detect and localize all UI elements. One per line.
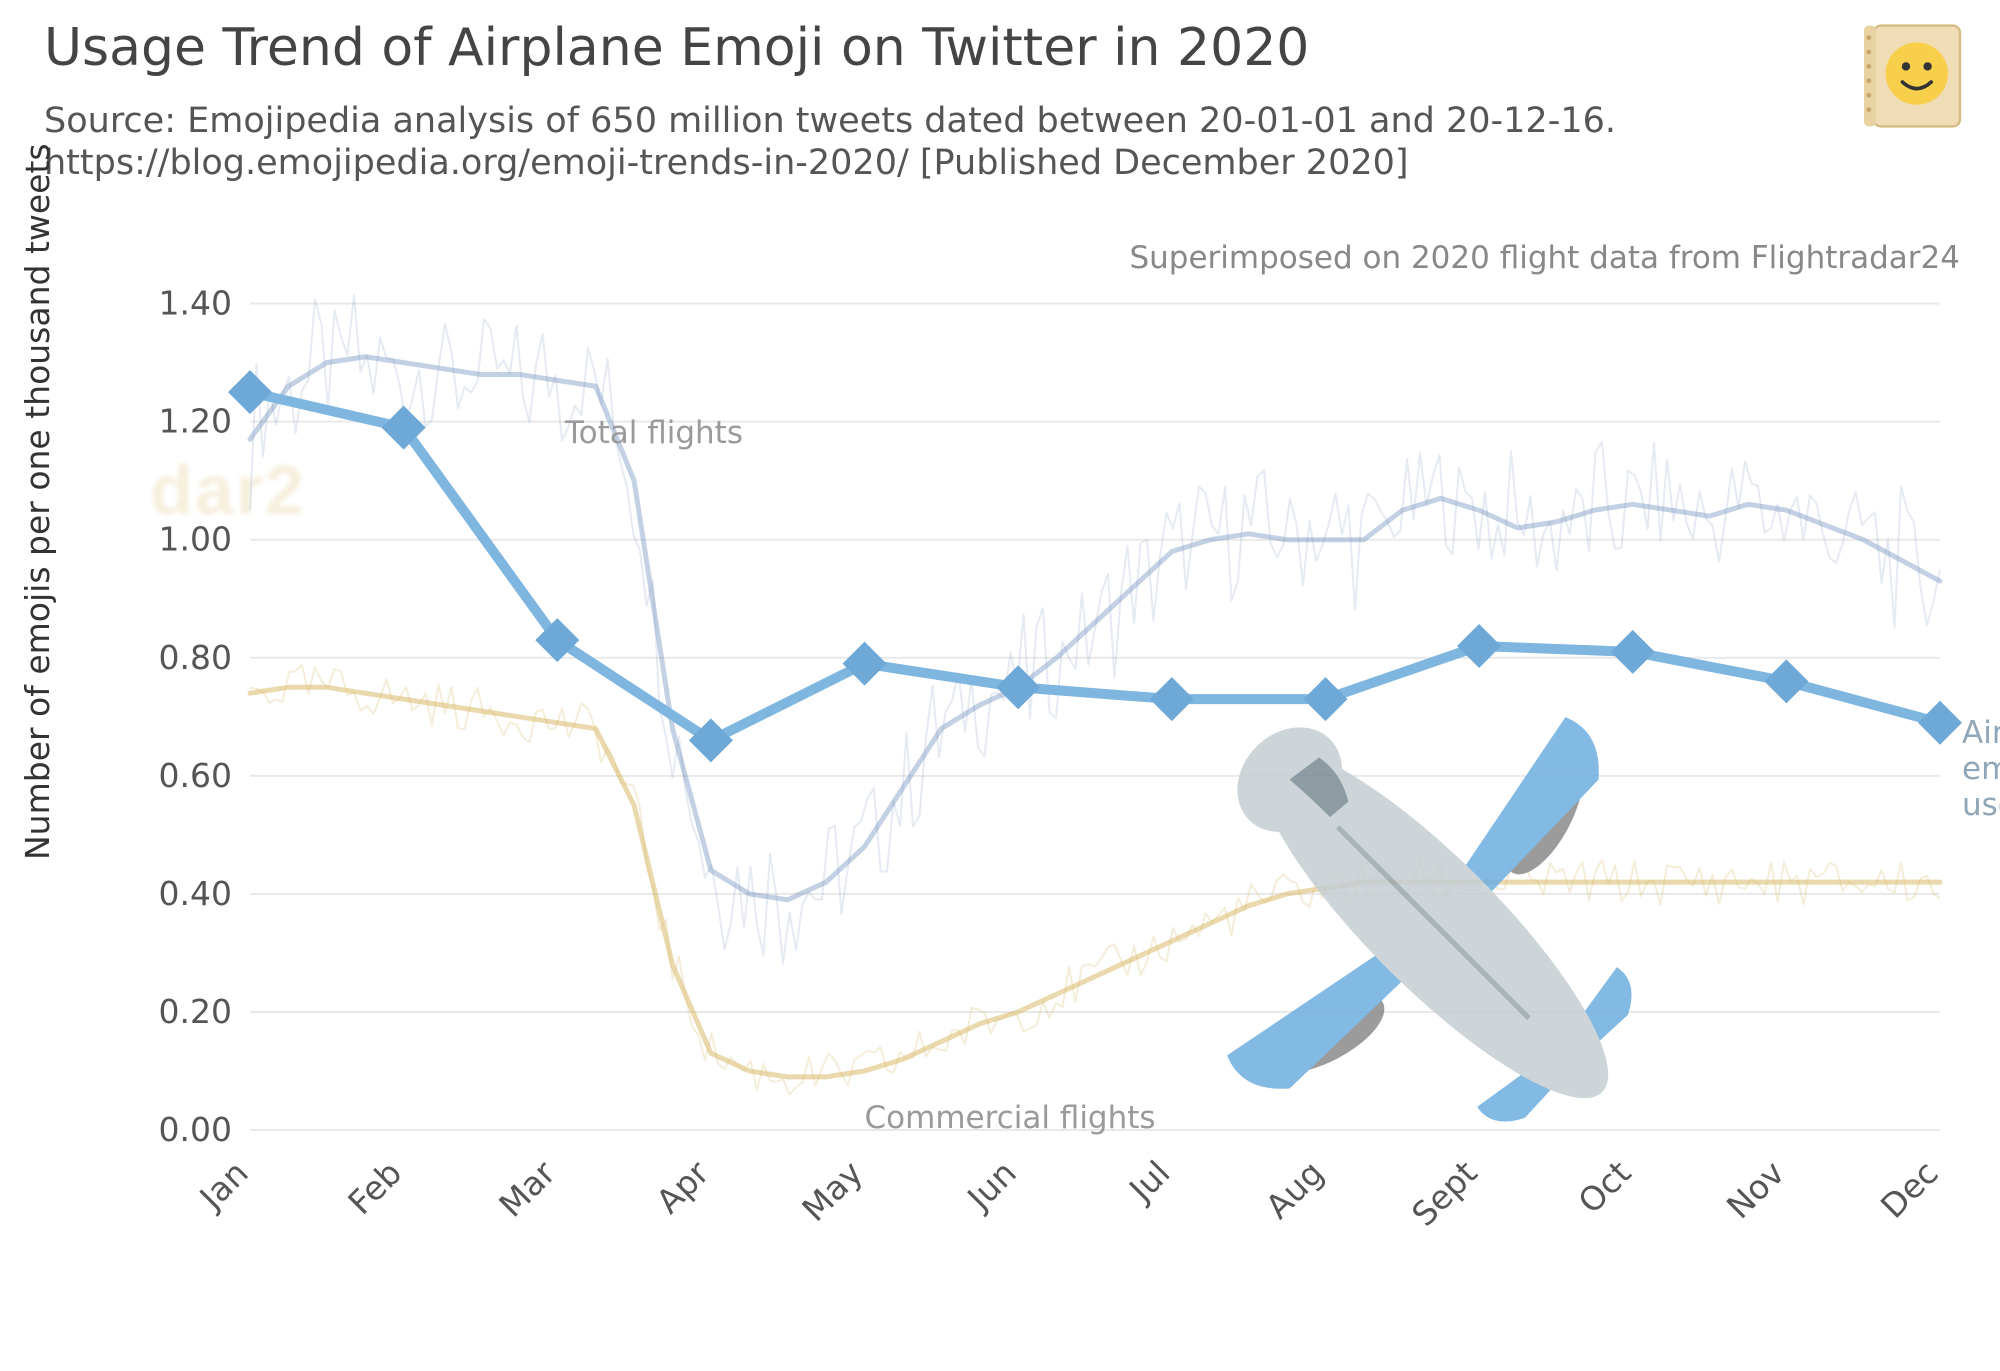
chart-subtitle: Source: Emojipedia analysis of 650 milli…: [44, 100, 1616, 184]
svg-text:0.80: 0.80: [159, 638, 232, 677]
total-flights-label: Total flights: [565, 415, 743, 451]
svg-text:1.40: 1.40: [159, 284, 232, 323]
svg-text:Jul: Jul: [1120, 1153, 1177, 1210]
svg-text:1.20: 1.20: [159, 402, 232, 441]
emojipedia-logo-icon: [1852, 16, 1972, 136]
svg-text:0.20: 0.20: [159, 992, 232, 1031]
page-root: { "title": "Usage Trend of Airplane Emoj…: [0, 0, 2000, 1371]
svg-text:0.60: 0.60: [159, 756, 232, 795]
airplane-emoji-icon: [1173, 663, 1693, 1183]
svg-text:Nov: Nov: [1719, 1153, 1792, 1226]
y-axis-label: Number of emojis per one thousand tweets: [18, 143, 57, 860]
svg-text:Apr: Apr: [649, 1153, 717, 1221]
svg-text:1.00: 1.00: [159, 520, 232, 559]
svg-text:0.40: 0.40: [159, 874, 232, 913]
airplane-emoji-label: Airplane emoji use: [1962, 715, 2000, 823]
svg-text:Dec: Dec: [1873, 1153, 1946, 1226]
chart-title: Usage Trend of Airplane Emoji on Twitter…: [44, 18, 1309, 78]
svg-text:Jun: Jun: [958, 1153, 1023, 1218]
svg-text:Feb: Feb: [340, 1153, 409, 1222]
svg-text:Jan: Jan: [191, 1153, 256, 1218]
commercial-flights-label: Commercial flights: [865, 1100, 1156, 1136]
svg-text:Mar: Mar: [491, 1153, 563, 1225]
subtitle-line-1: Source: Emojipedia analysis of 650 milli…: [44, 101, 1616, 141]
svg-text:May: May: [794, 1153, 870, 1229]
subtitle-line-2: https://blog.emojipedia.org/emoji-trends…: [44, 143, 1409, 183]
svg-text:0.00: 0.00: [159, 1110, 232, 1149]
